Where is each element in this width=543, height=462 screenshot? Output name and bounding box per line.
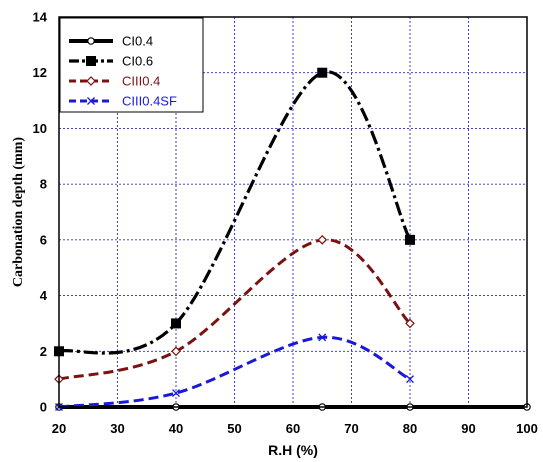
data-point — [405, 318, 415, 329]
y-tick-label: 0 — [40, 400, 47, 415]
data-point — [317, 67, 328, 78]
legend-item: CI0.6 — [69, 54, 153, 69]
legend: CI0.4 CI0.6 CIII0.4 CIII0.4SF — [59, 17, 204, 113]
y-tick-label: 12 — [33, 65, 47, 80]
tick-labels: 20 30 40 50 60 70 80 90 100 0 2 4 6 8 10 12 14 — [33, 10, 538, 437]
x-tick-label: 20 — [52, 421, 66, 436]
x-tick-label: 90 — [461, 421, 475, 436]
x-axis-label: R.H (%) — [268, 442, 318, 458]
series-line — [58, 238, 412, 381]
legend-label: CI0.6 — [122, 54, 153, 69]
data-point — [405, 234, 415, 245]
legend-label: CIII0.4 — [122, 74, 160, 89]
series-layer — [54, 67, 531, 411]
x-tick-label: 80 — [403, 421, 417, 436]
legend-item: CIII0.4 — [69, 74, 160, 89]
legend-label: CI0.4 — [122, 34, 153, 49]
plot-frame — [58, 16, 528, 408]
legend-marker — [86, 76, 96, 86]
x-tick-label: 50 — [227, 421, 241, 436]
y-tick-label: 14 — [33, 10, 48, 25]
y-tick-label: 8 — [40, 177, 47, 192]
data-point — [406, 375, 414, 384]
y-tick-label: 10 — [33, 121, 47, 136]
series-line — [58, 335, 411, 409]
y-tick-label: 4 — [40, 288, 48, 303]
legend-item: CIII0.4SF — [69, 94, 177, 109]
data-point — [172, 389, 180, 398]
legend-marker — [86, 56, 96, 66]
series-CIII0.4SF — [55, 333, 414, 411]
data-point — [318, 333, 327, 342]
x-tick-label: 40 — [169, 421, 183, 436]
y-tick-label: 6 — [40, 232, 47, 247]
legend-marker — [87, 37, 95, 45]
data-point — [171, 346, 181, 357]
series-line — [58, 70, 412, 355]
legend-label: CIII0.4SF — [122, 94, 177, 109]
y-axis-label: Carbonation depth (mm) — [11, 137, 26, 287]
legend-marker — [87, 97, 95, 105]
data-point — [317, 235, 328, 245]
y-tick-label: 2 — [40, 344, 47, 359]
legend-item: CI0.4 — [69, 34, 153, 49]
legend-box — [59, 17, 204, 113]
x-tick-label: 70 — [344, 421, 358, 436]
data-point — [171, 318, 181, 329]
x-tick-label: 60 — [286, 421, 300, 436]
x-tick-label: 100 — [516, 421, 538, 436]
x-tick-label: 30 — [110, 421, 124, 436]
